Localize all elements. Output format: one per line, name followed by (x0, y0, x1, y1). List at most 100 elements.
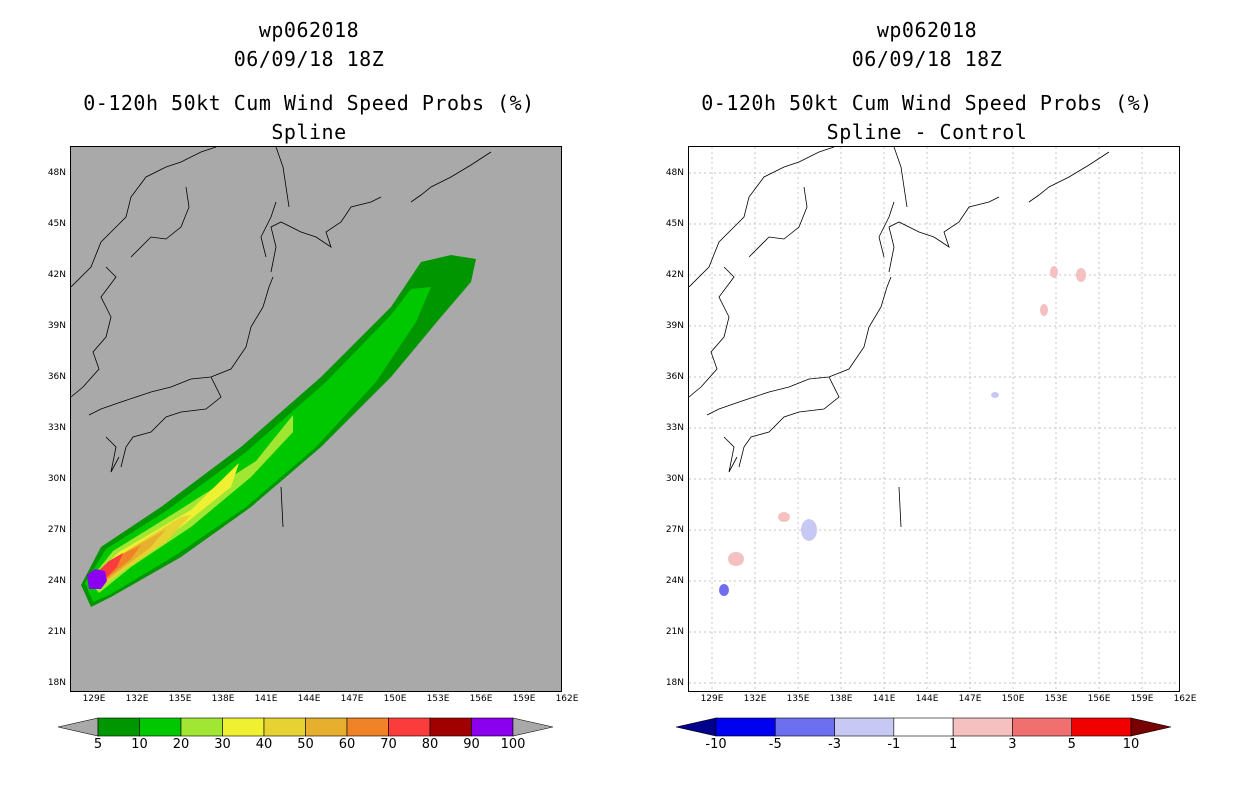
lat-label: 30N (47, 474, 66, 484)
coastline (71, 147, 492, 528)
colorbar-label: 80 (421, 737, 439, 752)
lon-label: 147E (340, 694, 364, 704)
lat-label: 24N (47, 576, 66, 586)
colorbar-label: 5 (1067, 737, 1076, 752)
product-title: 0-120h 50kt Cum Wind Speed Probs (%) (701, 91, 1153, 115)
colorbar-label: 10 (1122, 737, 1140, 752)
lat-label: 48N (665, 168, 684, 178)
storm-id-title: wp062018 (876, 18, 978, 42)
datetime-title: 06/09/18 18Z (233, 47, 385, 71)
lat-label: 42N (665, 270, 684, 280)
colorbar-label: 30 (214, 737, 231, 752)
lon-label: 159E (1130, 694, 1154, 704)
lat-label: 39N (665, 321, 684, 331)
grid-lines (689, 147, 1179, 691)
lat-label: 21N (47, 627, 66, 637)
lat-label: 18N (665, 678, 684, 688)
colorbar-box (346, 717, 389, 737)
lon-label: 141E (254, 694, 278, 704)
lon-label: 156E (1087, 694, 1111, 704)
colorbar-label: 100 (500, 737, 526, 752)
colorbar-right (675, 717, 1172, 737)
colorbar-label: 60 (338, 737, 356, 752)
lon-label: 159E (512, 694, 536, 704)
lat-label: 33N (47, 423, 66, 433)
product-title: 0-120h 50kt Cum Wind Speed Probs (%) (83, 91, 535, 115)
lat-label: 48N (47, 168, 66, 178)
colorbar-box (388, 717, 431, 737)
colorbar-label: -3 (828, 737, 842, 752)
lat-label: 36N (665, 372, 684, 382)
colorbar-high-arrow (1130, 717, 1172, 737)
lat-label: 30N (665, 474, 684, 484)
colorbar-label: -10 (705, 737, 727, 752)
colorbar-box (263, 717, 306, 737)
lon-label: 156E (469, 694, 493, 704)
colorbar-label: 70 (380, 737, 397, 752)
colorbar-box (774, 717, 835, 737)
subtitle: Spline - Control (826, 120, 1028, 144)
lon-label: 147E (958, 694, 982, 704)
lon-label: 162E (1173, 694, 1197, 704)
subtitle: Spline (271, 120, 347, 144)
colorbar-box (893, 717, 954, 737)
lat-label: 24N (665, 576, 684, 586)
colorbar-box (471, 717, 514, 737)
colorbar-label: 10 (131, 737, 148, 752)
lat-label: 42N (47, 270, 66, 280)
coastline-map (71, 147, 492, 607)
colorbar-box (834, 717, 895, 737)
colorbar-label: -1 (887, 737, 901, 752)
lon-label: 150E (1001, 694, 1025, 704)
lat-label: 21N (665, 627, 684, 637)
map-frame (688, 146, 1180, 692)
lon-label: 153E (426, 694, 450, 704)
lon-label: 144E (915, 694, 939, 704)
colorbar-box (139, 717, 182, 737)
colorbar-label: 5 (93, 737, 103, 752)
lon-label: 132E (125, 694, 149, 704)
colorbar-box (715, 717, 776, 737)
colorbar-left (57, 717, 554, 737)
lon-label: 132E (743, 694, 767, 704)
lat-label: 27N (665, 525, 684, 535)
lat-label: 36N (47, 372, 66, 382)
colorbar-box (222, 717, 265, 737)
datetime-title: 06/09/18 18Z (851, 47, 1003, 71)
lon-label: 138E (829, 694, 853, 704)
lat-label: 45N (665, 219, 684, 229)
coastline-map (689, 147, 1179, 691)
colorbar-box (952, 717, 1013, 737)
lon-label: 153E (1044, 694, 1068, 704)
colorbar-label: 50 (297, 737, 314, 752)
lon-label: 138E (211, 694, 235, 704)
probability-swath (81, 255, 476, 607)
colorbar-low-arrow (675, 717, 717, 737)
colorbar-box (429, 717, 472, 737)
colorbar-box (305, 717, 348, 737)
lat-label: 33N (665, 423, 684, 433)
map-frame (70, 146, 562, 692)
colorbar-label: -5 (768, 737, 782, 752)
colorbar-label: 1 (949, 737, 958, 752)
lat-label: 45N (47, 219, 66, 229)
lat-label: 18N (47, 678, 66, 688)
colorbar-label: 20 (172, 737, 190, 752)
colorbar-low-arrow (57, 717, 99, 737)
lon-label: 129E (700, 694, 724, 704)
lat-label: 39N (47, 321, 66, 331)
colorbar-label: 40 (255, 737, 273, 752)
lon-label: 162E (555, 694, 579, 704)
colorbar-label: 90 (463, 737, 480, 752)
lon-label: 129E (82, 694, 106, 704)
lon-label: 141E (872, 694, 896, 704)
coastline (689, 147, 1110, 528)
colorbar-box (180, 717, 223, 737)
colorbar-box (1071, 717, 1132, 737)
colorbar-high-arrow (512, 717, 554, 737)
lon-label: 135E (786, 694, 810, 704)
colorbar-box (97, 717, 140, 737)
lon-label: 144E (297, 694, 321, 704)
lon-label: 135E (168, 694, 192, 704)
spline-panel: wp062018 06/09/18 18Z 0-120h 50kt Cum Wi… (47, 18, 579, 752)
